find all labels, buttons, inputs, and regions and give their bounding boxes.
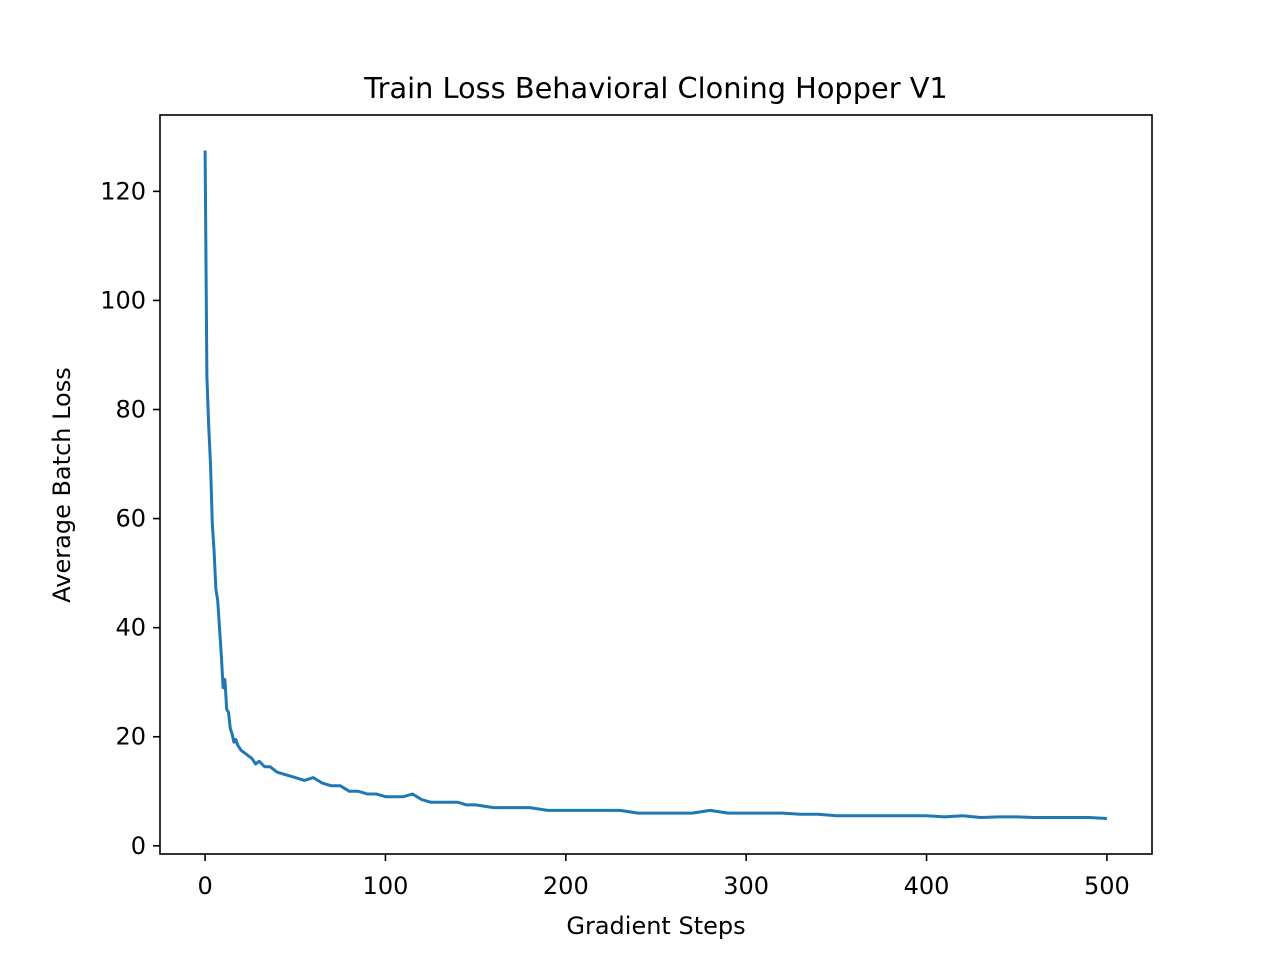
axes-frame <box>159 114 1153 855</box>
x-tick-label: 400 <box>904 872 950 900</box>
x-tick-label: 300 <box>723 872 769 900</box>
y-tick-label: 100 <box>100 286 146 314</box>
x-tick-label: 100 <box>363 872 409 900</box>
y-axis-label: Average Batch Loss <box>48 367 76 602</box>
y-tick-label: 40 <box>115 614 146 642</box>
y-tick-label: 60 <box>115 505 146 533</box>
plot-area <box>203 150 1107 820</box>
y-tick-label: 0 <box>131 832 146 860</box>
x-tick-label: 0 <box>197 872 212 900</box>
x-tick-label: 500 <box>1084 872 1130 900</box>
y-tick-label: 20 <box>115 723 146 751</box>
loss-series-line <box>203 150 1107 820</box>
axis-ticks: 0 100 200 300 400 500 0 20 40 60 80 100 120 <box>100 177 1130 900</box>
y-tick-label: 120 <box>100 177 146 205</box>
chart-title: Train Loss Behavioral Cloning Hopper V1 <box>363 71 947 105</box>
y-tick-label: 80 <box>115 396 146 424</box>
x-axis-label: Gradient Steps <box>566 912 745 940</box>
x-tick-label: 200 <box>543 872 589 900</box>
